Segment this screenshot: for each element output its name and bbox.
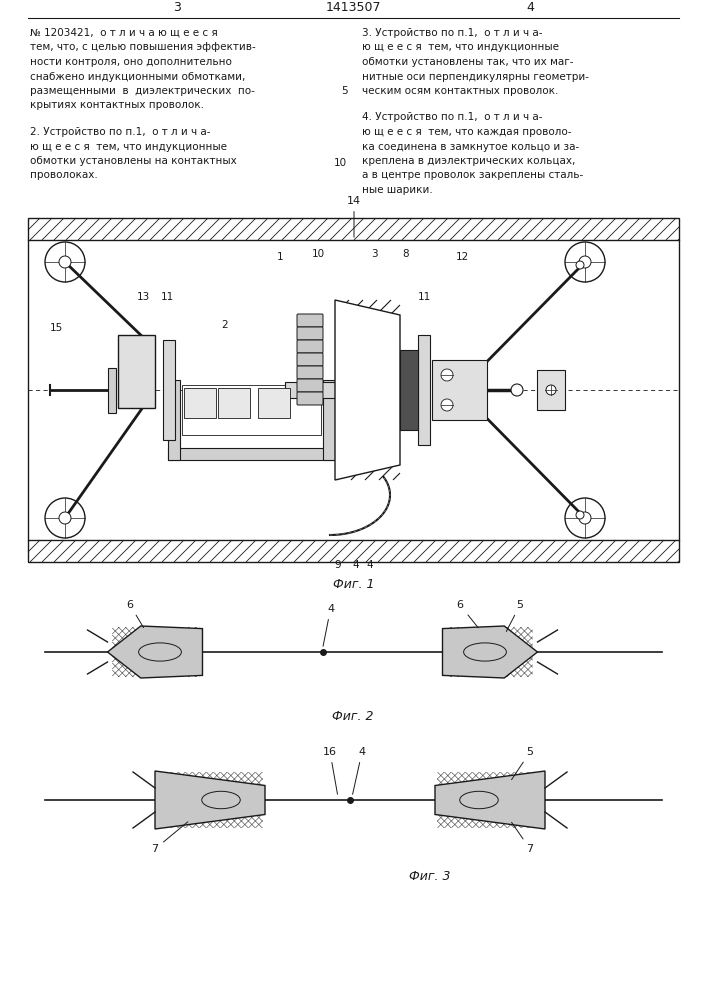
Text: 14: 14 [347, 196, 361, 237]
Text: 10: 10 [334, 158, 346, 168]
Circle shape [441, 399, 453, 411]
Text: 4: 4 [526, 1, 534, 14]
Text: 4: 4 [367, 560, 373, 570]
Bar [184, 388, 216, 418]
Text: 6: 6 [127, 600, 144, 628]
Text: 8: 8 [403, 249, 409, 259]
Circle shape [59, 256, 71, 268]
Circle shape [565, 498, 605, 538]
Text: ю щ е е с я  тем, что каждая проволо-: ю щ е е с я тем, что каждая проволо- [362, 127, 571, 137]
Text: тем, что, с целью повышения эффектив-: тем, что, с целью повышения эффектив- [30, 42, 256, 52]
Circle shape [441, 369, 453, 381]
Bar [28, 540, 679, 562]
Text: креплена в диэлектрических кольцах,: креплена в диэлектрических кольцах, [362, 156, 575, 166]
Text: 10: 10 [312, 249, 325, 259]
Circle shape [45, 242, 85, 282]
Text: крытиях контактных проволок.: крытиях контактных проволок. [30, 101, 204, 110]
Text: № 1203421,  о т л и ч а ю щ е е с я: № 1203421, о т л и ч а ю щ е е с я [30, 28, 218, 38]
Text: 1413507: 1413507 [325, 1, 381, 14]
Text: 5: 5 [506, 600, 523, 632]
Bar [537, 370, 565, 410]
Text: а в центре проволок закреплены сталь-: а в центре проволок закреплены сталь- [362, 170, 583, 180]
Text: нитные оси перпендикулярны геометри-: нитные оси перпендикулярны геометри- [362, 72, 589, 82]
FancyBboxPatch shape [297, 314, 323, 327]
Text: 1: 1 [276, 252, 284, 262]
Text: обмотки установлены так, что их маг-: обмотки установлены так, что их маг- [362, 57, 573, 67]
Text: 12: 12 [455, 252, 469, 262]
Circle shape [45, 498, 85, 538]
Bar [285, 382, 335, 398]
Text: ю щ е е с я  тем, что индукционные: ю щ е е с я тем, что индукционные [30, 141, 227, 151]
Bar [432, 360, 487, 420]
Circle shape [565, 242, 605, 282]
Text: 13: 13 [136, 292, 150, 302]
FancyBboxPatch shape [297, 392, 323, 405]
Bar [28, 218, 679, 240]
Text: 3. Устройство по п.1,  о т л и ч а-: 3. Устройство по п.1, о т л и ч а- [362, 28, 542, 38]
Text: 4. Устройство по п.1,  о т л и ч а-: 4. Устройство по п.1, о т л и ч а- [362, 112, 542, 122]
FancyBboxPatch shape [297, 340, 323, 353]
FancyBboxPatch shape [297, 379, 323, 392]
FancyBboxPatch shape [297, 327, 323, 340]
Text: размещенными  в  диэлектрических  по-: размещенными в диэлектрических по- [30, 86, 255, 96]
Text: 11: 11 [417, 292, 431, 302]
Bar [218, 388, 250, 418]
FancyBboxPatch shape [297, 353, 323, 366]
Text: ности контроля, оно дополнительно: ности контроля, оно дополнительно [30, 57, 232, 67]
Text: 3: 3 [173, 1, 181, 14]
Text: 11: 11 [160, 292, 174, 302]
FancyBboxPatch shape [297, 366, 323, 379]
Text: 5: 5 [341, 86, 347, 96]
Text: 6: 6 [457, 600, 478, 628]
Circle shape [579, 512, 591, 524]
Polygon shape [443, 626, 537, 678]
Text: ю щ е е с я  тем, что индукционные: ю щ е е с я тем, что индукционные [362, 42, 559, 52]
Circle shape [546, 385, 556, 395]
Bar [28, 218, 679, 562]
Bar [323, 380, 335, 460]
Text: 4: 4 [353, 560, 359, 570]
Polygon shape [155, 771, 265, 829]
Text: ные шарики.: ные шарики. [362, 185, 433, 195]
Bar [418, 335, 430, 445]
Text: Фиг. 2: Фиг. 2 [332, 710, 374, 723]
Circle shape [579, 256, 591, 268]
Text: 16: 16 [323, 747, 337, 794]
Bar [400, 350, 418, 430]
Circle shape [511, 384, 523, 396]
Text: 2. Устройство по п.1,  о т л и ч а-: 2. Устройство по п.1, о т л и ч а- [30, 127, 211, 137]
Bar [168, 448, 335, 460]
Text: проволоках.: проволоках. [30, 170, 98, 180]
Circle shape [576, 261, 584, 269]
Polygon shape [107, 626, 202, 678]
Text: 7: 7 [151, 822, 188, 854]
Text: 15: 15 [49, 323, 63, 333]
Bar [168, 380, 180, 460]
Text: ческим осям контактных проволок.: ческим осям контактных проволок. [362, 86, 559, 96]
Polygon shape [335, 300, 400, 480]
Text: Фиг. 3: Фиг. 3 [409, 870, 451, 883]
Text: 3: 3 [370, 249, 378, 259]
Bar [182, 385, 321, 435]
Text: обмотки установлены на контактных: обмотки установлены на контактных [30, 156, 237, 166]
Bar [108, 368, 116, 413]
Text: 2: 2 [222, 320, 228, 330]
Circle shape [576, 511, 584, 519]
Circle shape [59, 512, 71, 524]
Text: снабжено индукционными обмотками,: снабжено индукционными обмотками, [30, 72, 245, 82]
Text: 9: 9 [334, 560, 341, 570]
Text: ка соединена в замкнутое кольцо и за-: ка соединена в замкнутое кольцо и за- [362, 141, 579, 151]
Bar [258, 388, 290, 418]
Text: 4: 4 [353, 747, 366, 794]
Text: 5: 5 [512, 747, 534, 780]
Text: 7: 7 [512, 822, 534, 854]
Text: 4: 4 [323, 604, 334, 646]
Bar [118, 335, 155, 408]
Text: Фиг. 1: Фиг. 1 [333, 578, 375, 591]
Polygon shape [435, 771, 545, 829]
Bar [163, 340, 175, 440]
